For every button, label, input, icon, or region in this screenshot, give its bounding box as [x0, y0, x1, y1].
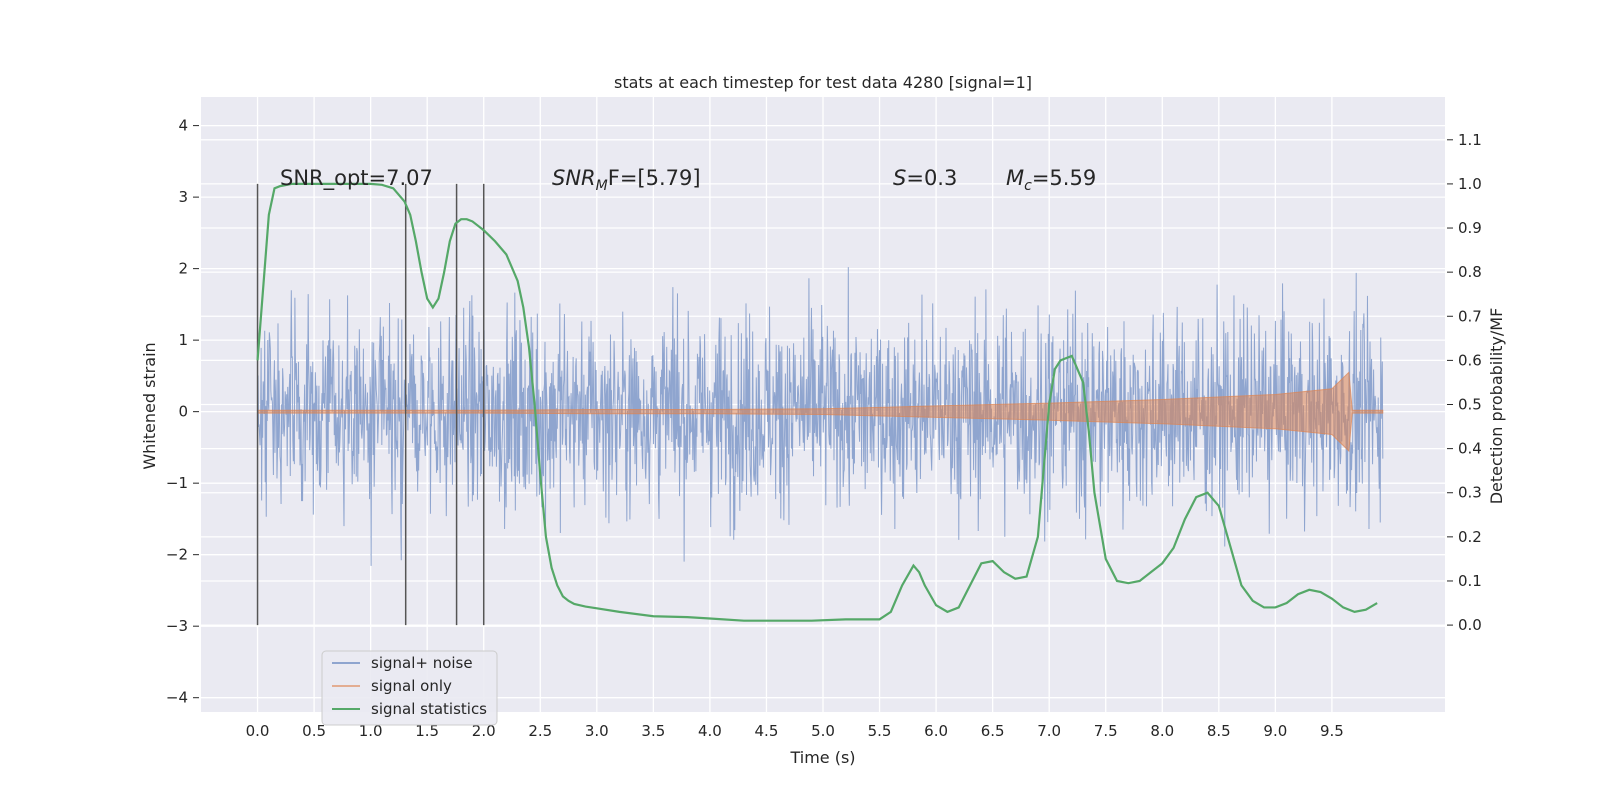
x-tick-label: 6.0	[924, 722, 948, 740]
right-tick-label: 1.0	[1458, 175, 1482, 193]
y-tick-label: 4	[178, 117, 188, 135]
x-tick-label: 3.0	[585, 722, 609, 740]
y-tick-label: 0	[178, 403, 188, 421]
mc-annotation: Mc=5.59	[1006, 166, 1096, 194]
right-tick-label: 0.9	[1458, 219, 1482, 237]
x-tick-label: 7.5	[1094, 722, 1118, 740]
y-tick-label: 3	[178, 188, 188, 206]
s-annotation: S=0.3	[893, 166, 957, 190]
snr-mf-rest: F=[5.79]	[608, 166, 701, 190]
right-tick-label: 0.5	[1458, 396, 1482, 414]
x-tick-label: 3.5	[641, 722, 665, 740]
x-tick-label: 8.0	[1150, 722, 1174, 740]
x-tick-label: 2.5	[528, 722, 552, 740]
x-tick-label: 4.0	[698, 722, 722, 740]
x-tick-label: 9.0	[1263, 722, 1287, 740]
right-tick-label: 0.4	[1458, 440, 1482, 458]
right-tick-label: 0.6	[1458, 351, 1482, 369]
snr-opt-annotation: SNR_opt=7.07	[280, 166, 433, 191]
x-tick-label: 7.0	[1037, 722, 1061, 740]
x-tick-label: 0.5	[302, 722, 326, 740]
mc-base: M	[1006, 166, 1024, 190]
legend-label-signal-noise: signal+ noise	[371, 654, 473, 672]
snr-mf-sub: M	[596, 178, 608, 194]
y-tick-label: 2	[178, 260, 188, 278]
x-tick-label: 8.5	[1207, 722, 1231, 740]
right-tick-label: 0.3	[1458, 484, 1482, 502]
right-tick-label: 0.7	[1458, 307, 1482, 325]
legend-box	[321, 650, 498, 726]
legend-label-signal-statistics: signal statistics	[371, 700, 487, 718]
s-label: S	[893, 166, 906, 190]
y-axis-label: Whitened strain	[140, 342, 159, 469]
x-axis-label: Time (s)	[789, 748, 855, 767]
y-tick-label: −3	[166, 617, 188, 635]
legend: signal+ noise signal only signal statist…	[321, 650, 498, 726]
signal-noise-series	[257, 267, 1384, 566]
chart-title: stats at each timestep for test data 428…	[614, 73, 1032, 92]
x-tick-label: 1.0	[359, 722, 383, 740]
legend-label-signal-only: signal only	[371, 677, 452, 695]
y-tick-label: −2	[166, 546, 188, 564]
right-axis-ticks: 0.0 0.1 0.2 0.3 0.4 0.5 0.6 0.7 0.8 0.9 1.0 1.1	[1447, 131, 1482, 634]
snr-mf-annotation: SNRMF=[5.79]	[552, 166, 701, 194]
signal-only-series	[257, 371, 1384, 453]
snr-mf-base: SNR	[552, 166, 596, 190]
right-tick-label: 0.8	[1458, 263, 1482, 281]
mc-sub: c	[1024, 178, 1032, 194]
right-tick-label: 1.1	[1458, 131, 1482, 149]
s-value: =0.3	[906, 166, 957, 190]
y-tick-label: −1	[166, 474, 188, 492]
mc-value: =5.59	[1032, 166, 1096, 190]
x-tick-label: 2.0	[472, 722, 496, 740]
x-axis-ticks: 0.0 0.5 1.0 1.5 2.0 2.5 3.0 3.5 4.0 4.5 5.0 5.5 6.0 6…	[246, 722, 1344, 740]
right-tick-label: 0.2	[1458, 528, 1482, 546]
y-axis-ticks: −4 −3 −2 −1 0 1 2 3 4	[166, 117, 199, 707]
x-tick-label: 9.5	[1320, 722, 1344, 740]
y-tick-label: 1	[178, 331, 188, 349]
x-tick-label: 5.5	[868, 722, 892, 740]
x-tick-label: 1.5	[415, 722, 439, 740]
right-axis-label: Detection probability/MF	[1487, 308, 1506, 505]
x-tick-label: 4.5	[755, 722, 779, 740]
y-tick-label: −4	[166, 689, 188, 707]
x-tick-label: 0.0	[246, 722, 270, 740]
x-tick-label: 6.5	[981, 722, 1005, 740]
signal-statistics-series	[256, 182, 1378, 622]
x-tick-label: 5.0	[811, 722, 835, 740]
right-tick-label: 0.0	[1458, 616, 1482, 634]
right-tick-label: 0.1	[1458, 572, 1482, 590]
vertical-markers	[256, 183, 485, 626]
